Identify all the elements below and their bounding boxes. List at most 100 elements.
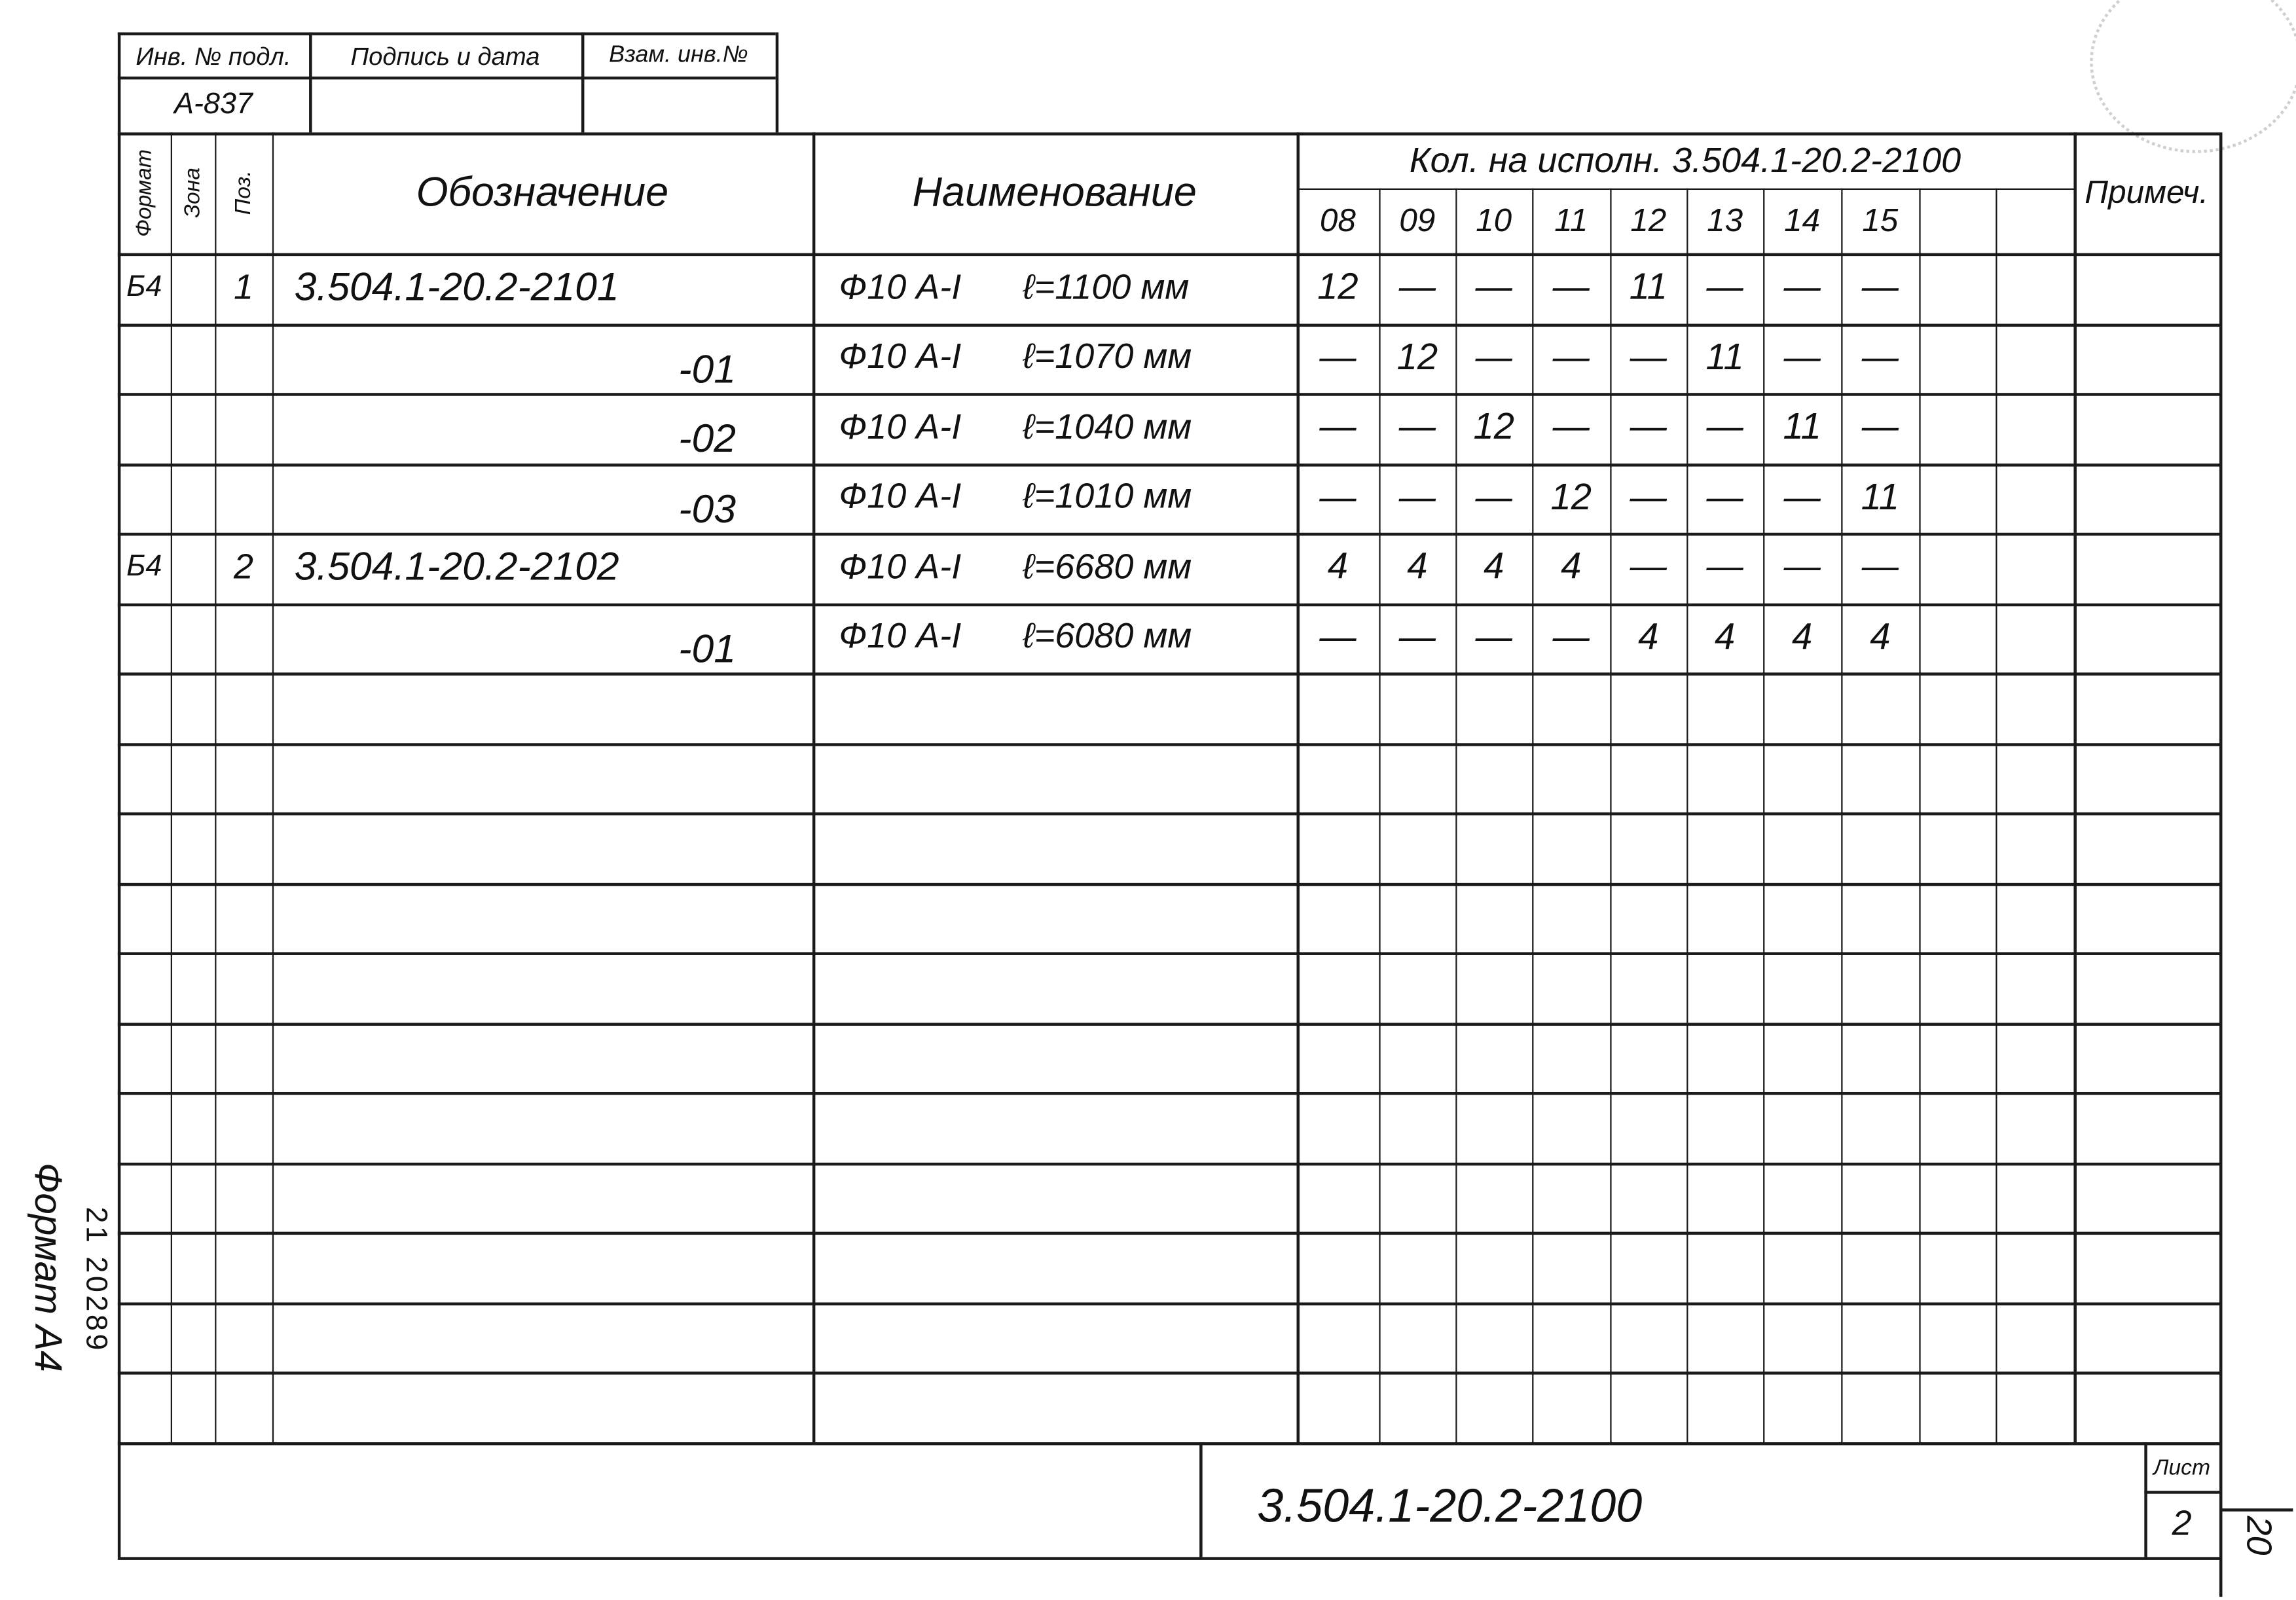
length-cell: ℓ=6680 мм [1023,547,1192,587]
qty-cell: 4 [1561,546,1582,588]
inv-label: Инв. № подл. [136,42,291,70]
grid-line [1379,188,1381,1443]
grid-line [1841,188,1843,1443]
grid-line [1610,188,1612,1443]
variant-column-header: 08 [1319,201,1356,239]
grid-line [309,32,312,133]
grid-line [117,882,2219,886]
qty-cell: — [1398,407,1436,448]
qty-cell: 4 [1484,546,1504,588]
qty-cell: — [1630,407,1667,448]
name-cell: Ф10 А-I [839,407,962,447]
qty-cell: 4 [1638,616,1659,658]
pos-cell [215,393,272,463]
format-cell [118,463,171,533]
form-code: 21 20289 [79,1207,112,1353]
name-cell: Ф10 А-I [839,547,962,587]
sign-label: Подпись и дата [350,42,540,70]
name-cell: Ф10 А-I [839,617,962,657]
qty-cell: — [1319,616,1357,658]
designation-cell: 3.504.1-20.2-2101 [294,265,619,310]
format-cell: Б4 [126,271,162,304]
grid-line [117,1232,2219,1235]
qty-cell [1995,533,2073,603]
zone-cell [171,253,215,323]
variant-column-header: 13 [1707,201,1743,239]
qty-cell: 4 [1407,546,1428,588]
qty-cell [1919,253,1995,323]
grid-line [117,1302,2219,1305]
grid-line [1199,1442,1203,1557]
note-cell [2073,603,2219,673]
page-number: 20 [2238,1516,2278,1555]
grid-line [2219,132,2223,1443]
qty-cell: — [1319,476,1357,518]
header-designation: Обозначение [416,169,669,215]
grid-line [117,672,2219,676]
length-cell: ℓ=1010 мм [1023,477,1192,517]
qty-cell [1995,253,2073,323]
qty-cell: — [1630,476,1667,518]
note-cell [2073,393,2219,463]
qty-cell [1919,533,1995,603]
variant-column-header: 10 [1476,201,1512,239]
note-cell [2073,323,2219,393]
grid-line [117,463,2219,466]
grid-line [117,323,2219,326]
qty-cell [1919,323,1995,393]
length-cell: ℓ=1100 мм [1023,267,1190,308]
header-zone: Зона [180,168,206,218]
length-cell: ℓ=1040 мм [1023,407,1192,447]
qty-cell: 12 [1473,407,1514,448]
qty-cell: — [1706,476,1743,518]
qty-cell: — [1475,476,1512,518]
qty-cell: — [1783,336,1821,378]
grid-line [1532,188,1534,1443]
grid-line [117,1442,121,1557]
qty-cell: 4 [1715,616,1736,658]
grid-line [1919,188,1921,1443]
qty-cell: 12 [1550,476,1592,518]
qty-cell: 11 [1705,336,1744,378]
qty-cell: — [1630,336,1667,378]
designation-suffix-cell: -01 [678,627,736,671]
qty-cell: 11 [1783,407,1821,448]
grid-line [775,32,779,133]
qty-cell: 4 [1792,616,1813,658]
qty-cell: — [1475,336,1512,378]
qty-cell: — [1552,336,1590,378]
qty-cell: — [1783,546,1821,588]
grid-line [1995,188,1997,1443]
replace-label: Взам. инв.№ [609,43,748,68]
header-name: Наименование [912,169,1197,215]
grid-line [117,742,2219,746]
qty-cell [1995,323,2073,393]
zone-cell [171,393,215,463]
name-cell: Ф10 А-I [839,267,962,308]
qty-cell: 4 [1327,546,1349,588]
format-cell [118,323,171,393]
grid-line [117,1092,2219,1096]
qty-cell: — [1398,476,1436,518]
length-cell: ℓ=1070 мм [1023,337,1192,378]
qty-cell [1995,603,2073,673]
grid-line [117,32,776,35]
grid-line [117,1442,2219,1445]
replace-value [581,77,776,132]
qty-cell: 11 [1629,266,1667,308]
grid-line [215,132,217,1443]
name-cell: Ф10 А-I [839,337,962,378]
format-cell [118,393,171,463]
pos-cell [215,463,272,533]
grid-line [812,132,816,1443]
grid-line [117,812,2219,816]
qty-cell: — [1861,407,1899,448]
grid-line [2219,1508,2293,1512]
grid-line [117,253,2219,257]
grid-line [272,132,274,1443]
format-cell: Б4 [126,551,162,584]
qty-cell: — [1783,476,1821,518]
grid-line [117,393,2219,396]
grid-line [117,602,2219,606]
grid-line [2219,1442,2223,1597]
